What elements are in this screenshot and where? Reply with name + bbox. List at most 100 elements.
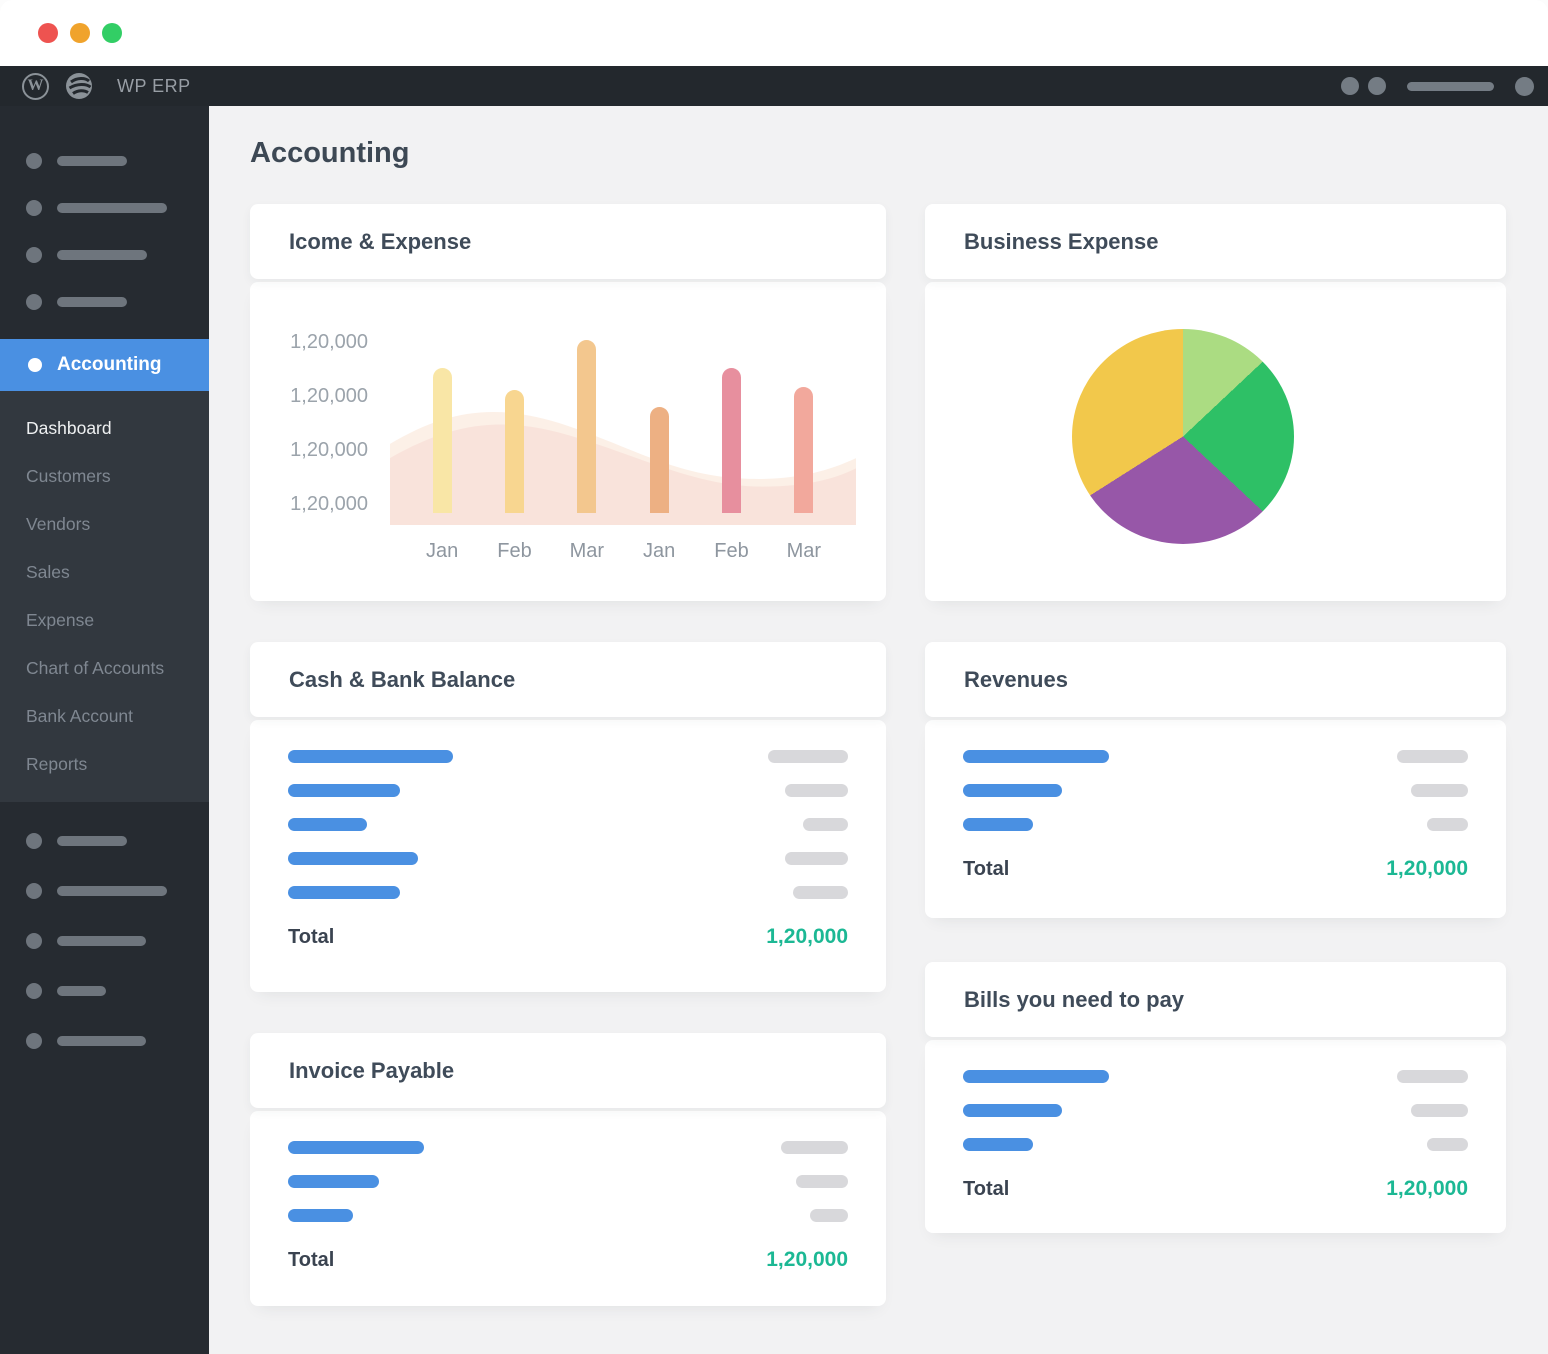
skeleton-bar-right: [793, 886, 848, 899]
sidebar-item-accounting[interactable]: Accounting: [0, 339, 209, 391]
card-title: Business Expense: [964, 229, 1158, 255]
total-label: Total: [963, 1178, 1009, 1201]
placeholder-dot-icon: [26, 200, 42, 216]
sidebar-placeholder-item: [0, 816, 209, 866]
skeleton-bar-left: [288, 1209, 353, 1222]
total-value: 1,20,000: [1386, 1177, 1468, 1201]
skeleton-bar-left: [963, 818, 1033, 831]
card-title: Icome & Expense: [289, 229, 471, 255]
wordpress-logo-icon[interactable]: W: [22, 73, 49, 100]
total-row: Total 1,20,000: [288, 925, 848, 979]
bullet-icon: [28, 358, 42, 372]
sidebar-item-dashboard[interactable]: Dashboard: [0, 404, 209, 452]
bar-column: [406, 338, 478, 513]
sidebar-item-bank-account[interactable]: Bank Account: [0, 692, 209, 740]
card-header: Icome & Expense: [250, 204, 886, 279]
sidebar-placeholder-item: [0, 184, 209, 231]
traffic-lights: [38, 23, 134, 43]
x-tick-label: Feb: [695, 540, 767, 563]
bar: [433, 368, 452, 513]
bar: [505, 390, 524, 513]
total-row: Total 1,20,000: [963, 1177, 1468, 1231]
placeholder-dot-icon: [26, 294, 42, 310]
total-label: Total: [288, 1249, 334, 1272]
bar: [650, 407, 669, 513]
total-row: Total 1,20,000: [288, 1248, 848, 1302]
skeleton-bar-left: [288, 1175, 379, 1188]
bar: [722, 368, 741, 513]
total-value: 1,20,000: [766, 925, 848, 949]
invoice-payable-list: Total 1,20,000: [250, 1111, 886, 1306]
sidebar-item-reports[interactable]: Reports: [0, 740, 209, 788]
bar-column: [551, 338, 623, 513]
skeleton-bar-left: [288, 818, 367, 831]
x-tick-label: Mar: [768, 540, 840, 563]
main-content: Accounting Icome & Expense 1,20,0001,20,…: [209, 106, 1548, 1354]
sidebar-item-chart-of-accounts[interactable]: Chart of Accounts: [0, 644, 209, 692]
sidebar-placeholder-item: [0, 1016, 209, 1066]
bar-series: [406, 338, 840, 513]
y-tick-label: 1,20,000: [288, 492, 368, 516]
bar-column: [623, 338, 695, 513]
placeholder-bar: [57, 250, 147, 260]
bills-list: Total 1,20,000: [925, 1040, 1506, 1233]
sidebar-item-expense[interactable]: Expense: [0, 596, 209, 644]
skeleton-row: [963, 1070, 1468, 1083]
card-cash-bank-balance: Cash & Bank Balance Total 1,20,000: [250, 642, 886, 992]
revenues-list: Total 1,20,000: [925, 720, 1506, 918]
y-tick-label: 1,20,000: [288, 384, 368, 408]
minimize-window-button[interactable]: [70, 23, 90, 43]
skeleton-bar-right: [785, 852, 848, 865]
placeholder-dot-icon: [26, 153, 42, 169]
avatar: [1515, 77, 1534, 96]
placeholder-dot-icon: [26, 247, 42, 263]
skeleton-bar-right: [1397, 1070, 1468, 1083]
sidebar-placeholder-group-bottom: [0, 802, 209, 1066]
placeholder-bar: [57, 297, 127, 307]
sidebar-item-sales[interactable]: Sales: [0, 548, 209, 596]
y-tick-label: 1,20,000: [288, 330, 368, 354]
skeleton-row: [288, 750, 848, 763]
skeleton-bar-left: [963, 1138, 1033, 1151]
card-revenues: Revenues Total 1,20,000: [925, 642, 1506, 918]
skeleton-bar-left: [963, 750, 1109, 763]
x-tick-label: Jan: [406, 540, 478, 563]
skeleton-row: [288, 886, 848, 899]
card-business-expense: Business Expense: [925, 204, 1506, 601]
placeholder-bar: [57, 836, 127, 846]
adminbar-placeholder-pill: [1407, 82, 1494, 91]
skeleton-bar-right: [1411, 1104, 1468, 1117]
card-header: Cash & Bank Balance: [250, 642, 886, 717]
x-tick-label: Mar: [551, 540, 623, 563]
skeleton-bar-left: [288, 852, 418, 865]
cash-bank-list: Total 1,20,000: [250, 720, 886, 992]
titlebar: [0, 0, 1548, 66]
skeleton-bar-right: [810, 1209, 848, 1222]
card-header: Business Expense: [925, 204, 1506, 279]
sidebar-item-customers[interactable]: Customers: [0, 452, 209, 500]
skeleton-bar-right: [768, 750, 848, 763]
total-value: 1,20,000: [1386, 857, 1468, 881]
placeholder-bar: [57, 1036, 146, 1046]
wp-erp-logo-icon[interactable]: [65, 72, 93, 100]
card-income-expense: Icome & Expense 1,20,000 1,20,000 1,20,000…: [250, 204, 886, 601]
card-header: Invoice Payable: [250, 1033, 886, 1108]
sidebar-item-vendors[interactable]: Vendors: [0, 500, 209, 548]
skeleton-bar-left: [288, 750, 453, 763]
sidebar: Accounting DashboardCustomersVendorsSale…: [0, 106, 209, 1354]
skeleton-row: [963, 1138, 1468, 1151]
y-tick-label: 1,20,000: [288, 438, 368, 462]
placeholder-bar: [57, 936, 146, 946]
skeleton-row: [288, 1209, 848, 1222]
skeleton-bar-right: [781, 1141, 848, 1154]
card-title: Revenues: [964, 667, 1068, 693]
placeholder-bar: [57, 156, 127, 166]
skeleton-row: [288, 852, 848, 865]
zoom-window-button[interactable]: [102, 23, 122, 43]
placeholder-bar: [57, 203, 167, 213]
admin-bar: W WP ERP: [0, 66, 1548, 106]
income-expense-chart: 1,20,0001,20,0001,20,0001,20,000 JanFebM…: [250, 282, 886, 601]
x-tick-label: Feb: [478, 540, 550, 563]
placeholder-dot-icon: [26, 833, 42, 849]
close-window-button[interactable]: [38, 23, 58, 43]
